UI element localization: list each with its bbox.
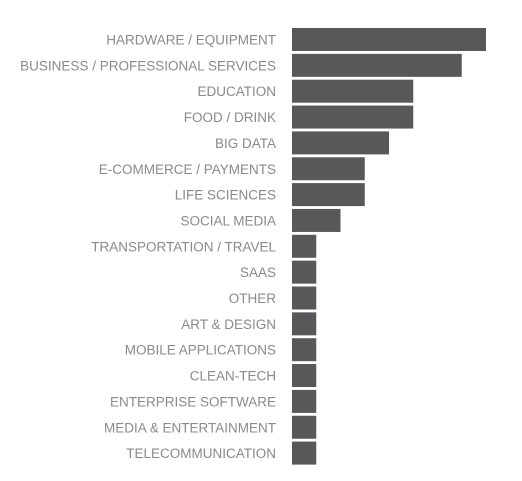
category-label: FOOD / DRINK [184, 110, 276, 125]
category-label: SOCIAL MEDIA [180, 213, 276, 228]
category-label: ENTERPRISE SOFTWARE [110, 394, 276, 409]
category-label: ART & DESIGN [181, 317, 276, 332]
bar [292, 131, 389, 155]
bar [292, 234, 317, 258]
bar [292, 208, 341, 232]
bar [292, 441, 317, 465]
category-label: OTHER [229, 291, 277, 306]
category-label: CLEAN-TECH [190, 369, 276, 384]
category-label: E-COMMERCE / PAYMENTS [99, 162, 276, 177]
bar [292, 157, 365, 181]
bar [292, 389, 317, 413]
bar [292, 260, 317, 284]
bar [292, 364, 317, 388]
bar [292, 183, 365, 207]
category-label: TRANSPORTATION / TRAVEL [91, 239, 276, 254]
bar [292, 415, 317, 439]
bar [292, 286, 317, 310]
bar [292, 338, 317, 362]
bar [292, 28, 486, 51]
category-label: HARDWARE / EQUIPMENT [106, 33, 276, 48]
bar [292, 79, 414, 103]
bar [292, 312, 317, 336]
bars [292, 28, 486, 465]
bar [292, 105, 414, 129]
category-label: TELECOMMUNICATION [126, 446, 276, 461]
category-label: MEDIA & ENTERTAINMENT [104, 420, 276, 435]
category-label: MOBILE APPLICATIONS [125, 343, 276, 358]
category-label: SAAS [240, 265, 276, 280]
category-label: BUSINESS / PROFESSIONAL SERVICES [20, 58, 276, 73]
category-label: LIFE SCIENCES [175, 188, 276, 203]
bar [292, 53, 462, 77]
category-labels: HARDWARE / EQUIPMENT BUSINESS / PROFESSIO… [20, 33, 276, 462]
category-label: BIG DATA [215, 136, 276, 151]
category-label: EDUCATION [197, 84, 276, 99]
